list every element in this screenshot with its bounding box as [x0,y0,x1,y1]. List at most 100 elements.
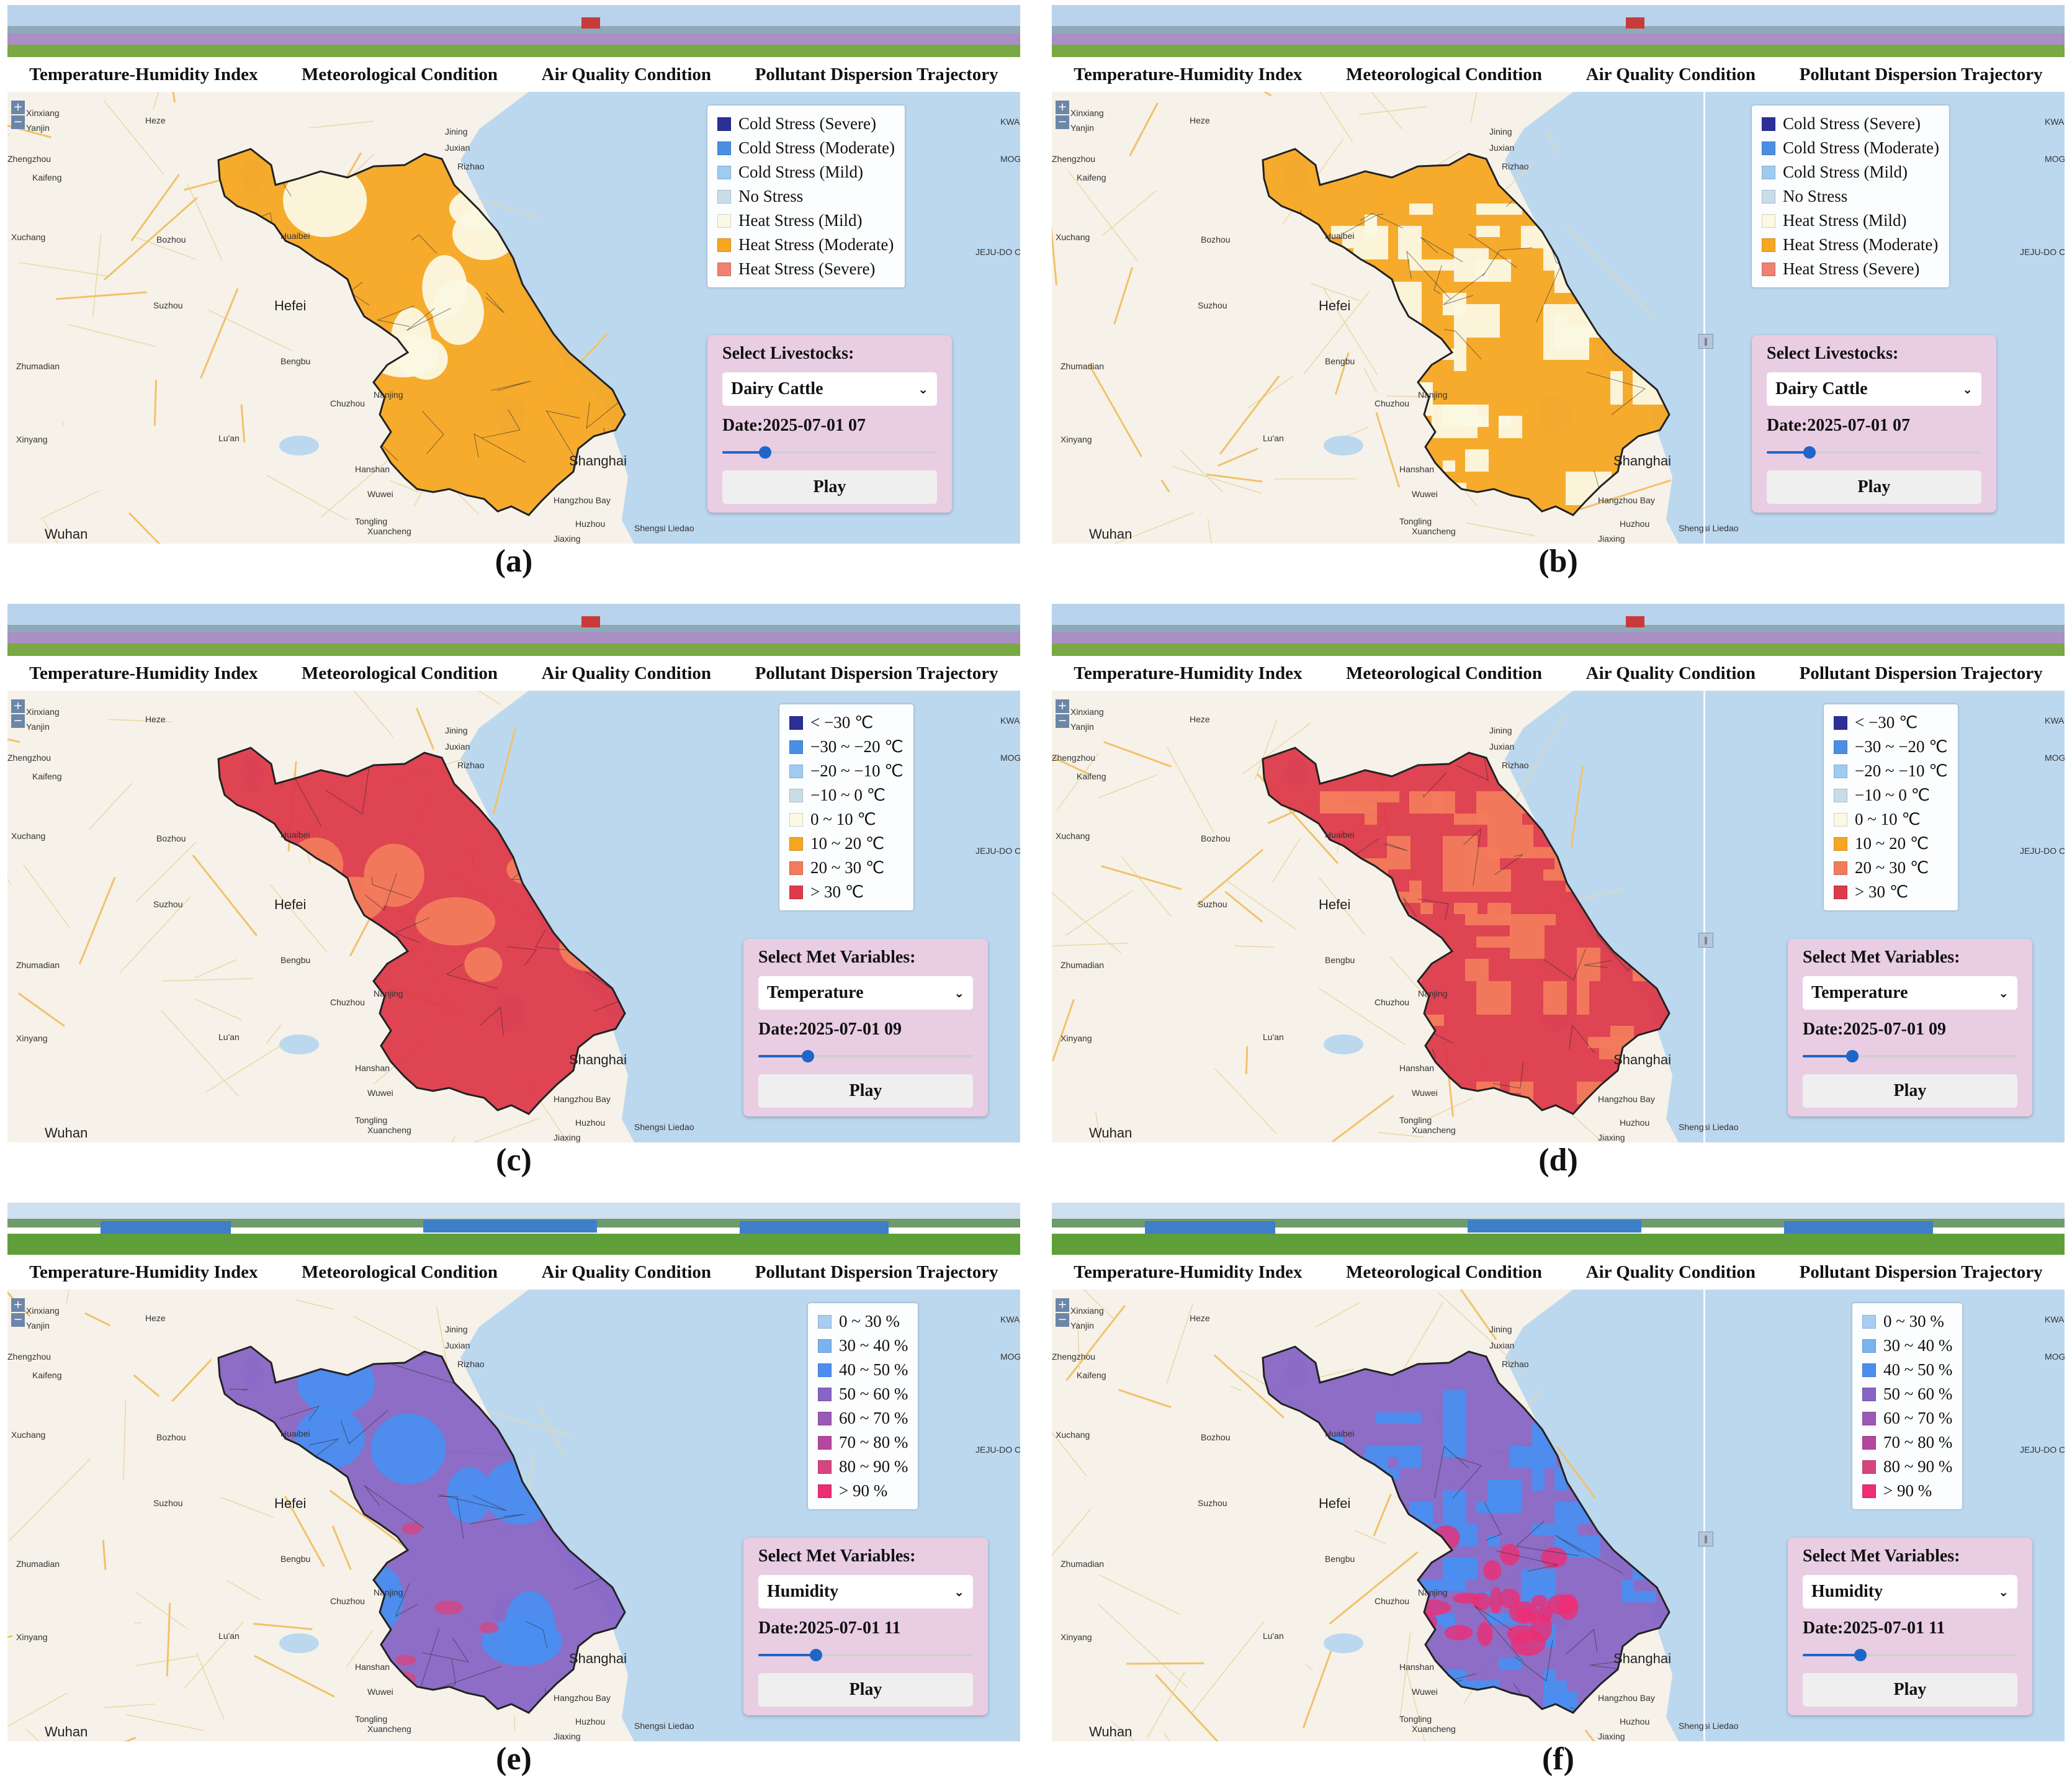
zoom-control: + − [11,101,25,130]
minus-icon[interactable]: − [11,714,25,728]
slider-thumb[interactable] [759,446,772,459]
plus-icon[interactable]: + [1056,101,1069,114]
play-button[interactable]: Play [1803,1074,2017,1108]
map-place-label: Juxian [445,742,470,752]
plus-icon[interactable]: + [11,1298,25,1312]
nav-tab[interactable]: Temperature-Humidity Index [29,1262,258,1282]
map-place-label: Suzhou [153,300,183,310]
basemap[interactable]: Xinxiang Yanjin Zhengzhou Kaifeng Heze Jining… [7,691,1020,1142]
grip-icon[interactable]: ‖ [1698,933,1713,948]
play-button[interactable]: Play [722,470,937,504]
nav-tab[interactable]: Meteorological Condition [302,663,498,683]
slider-thumb[interactable] [1846,1050,1859,1062]
nav-tab[interactable]: Pollutant Dispersion Trajectory [755,64,998,84]
nav-tab[interactable]: Meteorological Condition [302,64,498,84]
basemap[interactable]: Xinxiang Yanjin Zhengzhou Kaifeng Heze Jining… [7,1290,1020,1741]
legend-label: 60 ~ 70 % [1883,1409,1953,1427]
nav-tab[interactable]: Pollutant Dispersion Trajectory [1799,663,2043,683]
legend-swatch [1762,262,1775,276]
variable-select[interactable]: Dairy Cattle ⌄ [722,372,937,406]
play-button[interactable]: Play [1803,1673,2017,1707]
map-place-label: Suzhou [153,899,183,909]
nav-tab[interactable]: Air Quality Condition [1585,663,1756,683]
nav-tab[interactable]: Air Quality Condition [1585,64,1756,84]
nav-tab[interactable]: Air Quality Condition [541,64,712,84]
time-slider[interactable] [1803,1647,2017,1663]
panel-caption: (d) [1538,1142,1578,1178]
nav-tab[interactable]: Air Quality Condition [541,663,712,683]
legend-item: Heat Stress (Mild) [717,209,895,233]
variable-select[interactable]: Humidity ⌄ [758,1575,973,1609]
map-place-label: Heze [1190,1313,1210,1323]
nav-tab[interactable]: Temperature-Humidity Index [1074,64,1303,84]
nav-tab[interactable]: Meteorological Condition [1346,663,1543,683]
variable-select[interactable]: Dairy Cattle ⌄ [1767,372,1981,406]
grip-icon[interactable]: ‖ [1698,1532,1713,1546]
compare-splitter[interactable] [1703,1290,1705,1741]
map-place-label: Huaibei [1325,231,1355,241]
compare-splitter[interactable] [1703,92,1705,544]
nav-tab[interactable]: Meteorological Condition [1346,64,1543,84]
map-place-label: Rizhao [1502,760,1529,770]
legend-swatch [818,1411,832,1425]
grip-icon[interactable]: ‖ [1698,334,1713,349]
play-button[interactable]: Play [1767,470,1981,504]
nav-tab[interactable]: Air Quality Condition [1585,1262,1756,1282]
map-place-label: Suzhou [1198,1498,1227,1508]
play-button[interactable]: Play [758,1673,973,1707]
slider-thumb[interactable] [1854,1649,1867,1661]
map-place-label: Wuwei [367,489,393,499]
time-slider[interactable] [722,444,937,460]
nav-tab[interactable]: Pollutant Dispersion Trajectory [755,663,998,683]
map-place-label: Xuancheng [1412,1125,1456,1135]
slider-thumb[interactable] [810,1649,823,1661]
nav-tab[interactable]: Pollutant Dispersion Trajectory [1799,64,2043,84]
legend-item: 80 ~ 90 % [1862,1455,1952,1479]
plus-icon[interactable]: + [1056,1298,1069,1312]
nav-tab[interactable]: Meteorological Condition [302,1262,498,1282]
basemap[interactable]: Xinxiang Yanjin Zhengzhou Kaifeng Heze Jining… [1052,1290,2065,1741]
minus-icon[interactable]: − [1056,714,1069,728]
map-place-label: Jining [1489,1324,1512,1334]
minus-icon[interactable]: − [1056,1313,1069,1327]
plus-icon[interactable]: + [11,699,25,713]
plus-icon[interactable]: + [1056,699,1069,713]
legend-label: 30 ~ 40 % [839,1336,908,1355]
panel-caption: (c) [496,1142,532,1178]
basemap[interactable]: Xinxiang Yanjin Zhengzhou Kaifeng Heze Jining… [7,92,1020,544]
legend-label: Heat Stress (Moderate) [1783,235,1939,254]
legend-label: 80 ~ 90 % [1883,1457,1953,1476]
nav-tab[interactable]: Air Quality Condition [541,1262,712,1282]
plus-icon[interactable]: + [11,101,25,114]
map-legend: 0 ~ 30 % 30 ~ 40 % 40 ~ 50 % 50 ~ 60 % 60 ~ … [808,1303,918,1509]
time-slider[interactable] [1803,1048,2017,1064]
nav-tab[interactable]: Temperature-Humidity Index [1074,1262,1303,1282]
map-city-label: Wuhan [1089,1724,1132,1739]
nav-tab[interactable]: Temperature-Humidity Index [1074,663,1303,683]
basemap[interactable]: Xinxiang Yanjin Zhengzhou Kaifeng Heze Jining… [1052,92,2065,544]
nav-tab[interactable]: Meteorological Condition [1346,1262,1543,1282]
legend-swatch [1834,716,1847,730]
minus-icon[interactable]: − [1056,115,1069,129]
play-button[interactable]: Play [758,1074,973,1108]
time-slider[interactable] [758,1647,973,1663]
minus-icon[interactable]: − [11,1313,25,1327]
minus-icon[interactable]: − [11,115,25,129]
time-slider[interactable] [1767,444,1981,460]
time-slider[interactable] [758,1048,973,1064]
control-label: Select Met Variables: [1803,1546,1960,1566]
variable-select[interactable]: Temperature ⌄ [758,976,973,1010]
slider-thumb[interactable] [801,1050,814,1062]
variable-select[interactable]: Humidity ⌄ [1803,1575,2017,1609]
map-place-label: Huzhou [575,1118,606,1128]
slider-thumb[interactable] [1803,446,1816,459]
legend-item: 80 ~ 90 % [818,1455,908,1479]
variable-select[interactable]: Temperature ⌄ [1803,976,2017,1010]
compare-splitter[interactable] [1703,691,1705,1142]
nav-tab[interactable]: Temperature-Humidity Index [29,64,258,84]
nav-tab[interactable]: Pollutant Dispersion Trajectory [755,1262,998,1282]
basemap[interactable]: Xinxiang Yanjin Zhengzhou Kaifeng Heze Jining… [1052,691,2065,1142]
nav-tab[interactable]: Temperature-Humidity Index [29,663,258,683]
nav-tab[interactable]: Pollutant Dispersion Trajectory [1799,1262,2043,1282]
legend-item: Cold Stress (Mild) [1762,160,1939,184]
